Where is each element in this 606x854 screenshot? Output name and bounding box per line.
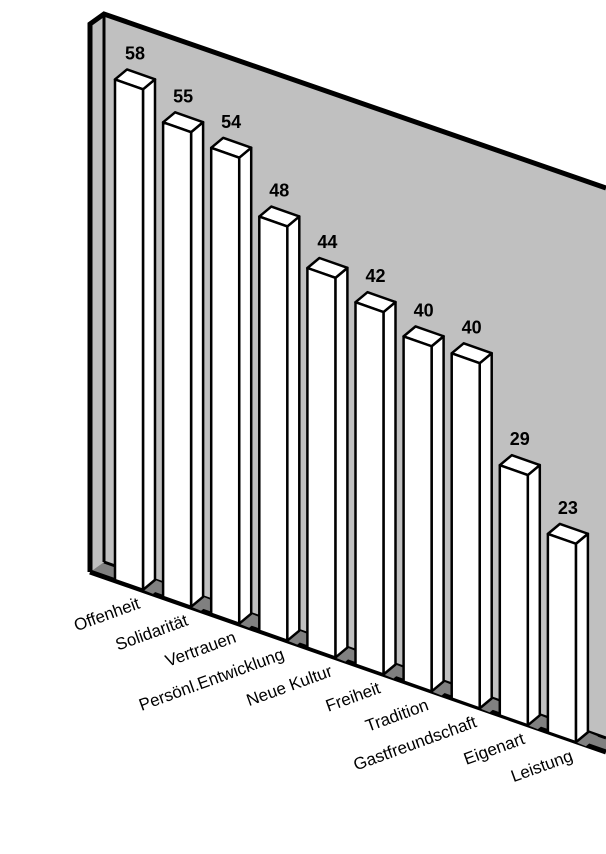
bar: [258, 205, 310, 645]
value-label: 42: [365, 266, 385, 286]
bar-shadow: [479, 698, 502, 713]
bar: [354, 290, 406, 679]
bar-shadow: [287, 630, 310, 645]
bar-front: [402, 335, 433, 693]
bar-side: [430, 334, 445, 693]
bar: [498, 453, 550, 730]
bar-front: [209, 146, 241, 625]
bar-side: [334, 266, 349, 659]
category-label: Leistung: [508, 746, 575, 786]
bar-front: [306, 266, 337, 659]
bar-side: [286, 215, 301, 642]
bar-side: [141, 78, 157, 592]
value-label: 40: [414, 300, 434, 320]
value-label: 48: [269, 181, 289, 201]
bar-side: [237, 146, 253, 625]
value-label: 44: [317, 232, 337, 252]
bars: [113, 68, 598, 747]
bar: [450, 342, 502, 713]
bar-front: [258, 215, 289, 642]
category-label: Tradition: [363, 695, 431, 735]
value-label: 58: [125, 43, 145, 63]
category-label: Eigenart: [461, 729, 527, 769]
bar-shadow: [431, 681, 454, 696]
bar: [546, 522, 598, 747]
bar: [306, 256, 358, 662]
bar-front: [450, 352, 481, 710]
side-wall: [90, 14, 104, 572]
value-label: 54: [221, 112, 241, 132]
frame-top-left: [87, 11, 606, 572]
bar: [402, 325, 454, 696]
bar-shadow: [239, 613, 262, 628]
bar-side: [526, 463, 542, 727]
value-label: 40: [462, 317, 482, 337]
bar-side: [478, 351, 493, 710]
bar: [161, 111, 214, 611]
bar: [113, 68, 165, 594]
bar-front: [546, 532, 578, 744]
bar-front: [354, 300, 385, 676]
bar-shadow: [575, 732, 598, 747]
value-labels: 58 55 54 48 44 42 40 40 29 23: [125, 43, 578, 517]
value-label: 23: [558, 498, 578, 518]
bar: [209, 136, 262, 628]
bar-side: [574, 532, 590, 744]
bar-side: [382, 300, 397, 676]
bar-shadow: [335, 647, 358, 662]
bar-shadow: [527, 715, 550, 730]
category-label: Freiheit: [323, 678, 383, 715]
value-label: 55: [173, 86, 193, 106]
bar-front: [161, 121, 193, 609]
bar-front: [113, 78, 145, 592]
bar-shadow: [191, 596, 214, 611]
bar-shadow: [383, 664, 406, 679]
bar-front: [498, 463, 530, 727]
bar-side: [189, 120, 205, 609]
bar-shadow: [143, 579, 165, 594]
value-label: 29: [510, 429, 530, 449]
